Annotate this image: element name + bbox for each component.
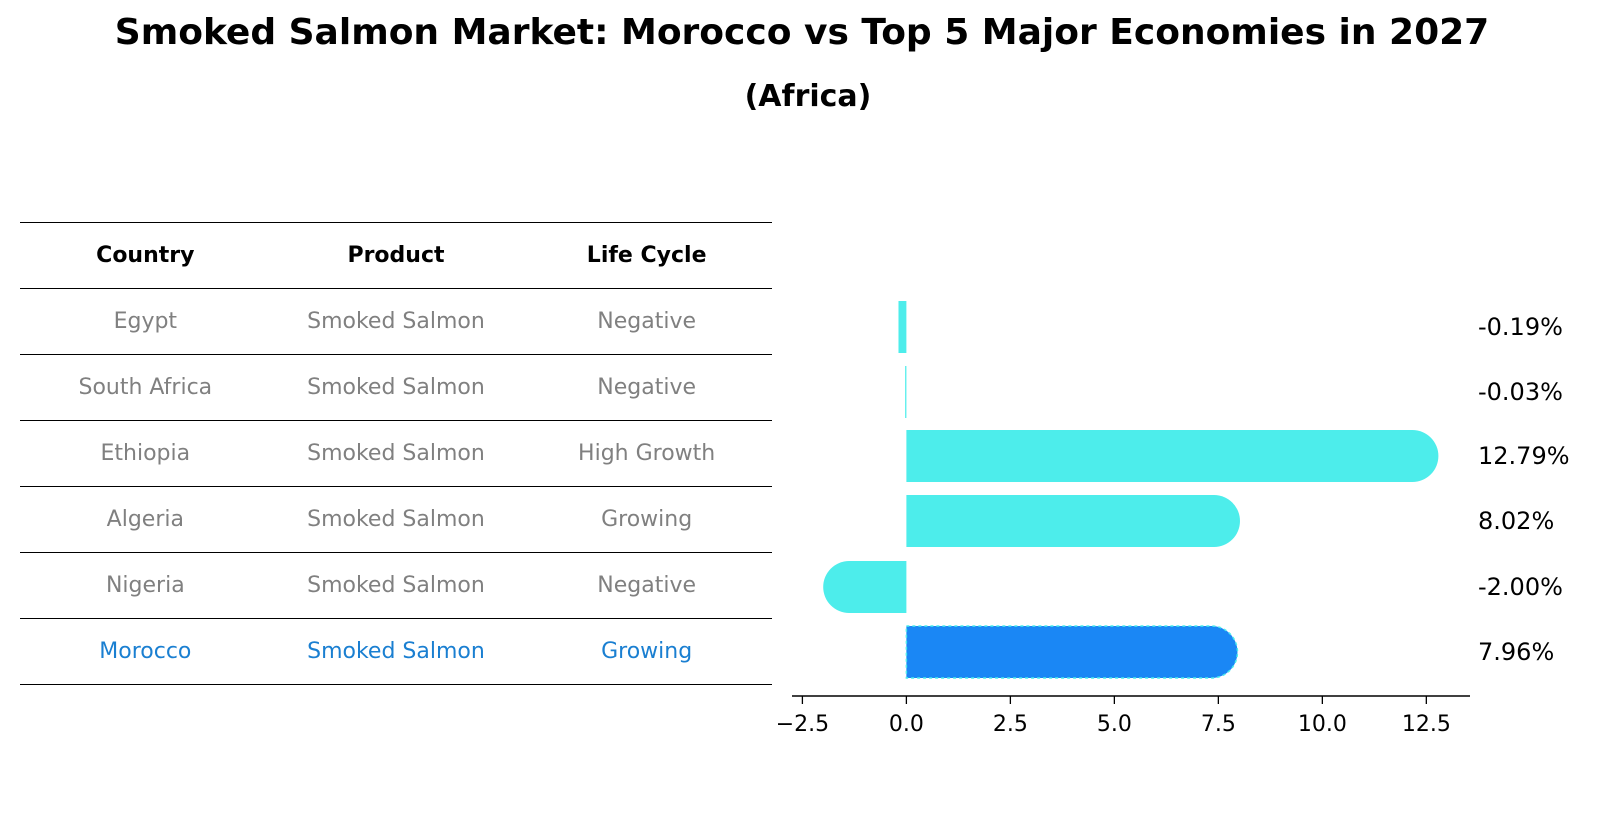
x-tick-label: 0.0 — [889, 712, 924, 737]
chart-subtitle: (Africa) — [744, 79, 872, 114]
bar-ethiopia — [906, 430, 1439, 482]
cell-life-cycle: Negative — [521, 288, 772, 355]
value-label: 7.96% — [1478, 638, 1554, 666]
bar-south-africa — [905, 366, 907, 418]
x-tick-label: −2.5 — [776, 712, 829, 737]
value-label: -2.00% — [1478, 573, 1563, 601]
cell-product: Smoked Salmon — [270, 552, 522, 619]
value-label: 12.79% — [1478, 442, 1570, 470]
table-row: Nigeria Smoked Salmon Negative — [20, 552, 772, 619]
bar-egypt — [898, 301, 907, 353]
cell-life-cycle: Growing — [521, 486, 772, 553]
column-header-product: Product — [270, 222, 522, 289]
cell-country: Ethiopia — [20, 420, 271, 487]
table-row-highlighted: Morocco Smoked Salmon Growing — [20, 618, 772, 685]
cell-product: Smoked Salmon — [270, 288, 522, 355]
cell-country: Egypt — [20, 288, 271, 355]
value-label: -0.03% — [1478, 378, 1563, 406]
bar-morocco — [905, 625, 1239, 679]
x-tick-label: 5.0 — [1097, 712, 1132, 737]
cell-country: Nigeria — [20, 552, 271, 619]
column-header-life-cycle: Life Cycle — [521, 222, 772, 289]
cell-life-cycle: Negative — [521, 552, 772, 619]
x-tick-label: 7.5 — [1201, 712, 1236, 737]
table-header-row: Country Product Life Cycle — [20, 222, 772, 289]
cell-life-cycle: Negative — [521, 354, 772, 421]
cell-product: Smoked Salmon — [270, 618, 522, 685]
column-header-country: Country — [20, 222, 271, 289]
x-tick-label: 10.0 — [1298, 712, 1347, 737]
table-row: Ethiopia Smoked Salmon High Growth — [20, 420, 772, 487]
value-label: -0.19% — [1478, 313, 1563, 341]
bar-nigeria — [823, 561, 907, 613]
cell-country: South Africa — [20, 354, 271, 421]
cell-life-cycle: Growing — [521, 618, 772, 685]
bar-algeria — [906, 495, 1240, 547]
data-table: Country Product Life Cycle Egypt Smoked … — [20, 222, 772, 685]
cell-life-cycle: High Growth — [521, 420, 772, 487]
x-tick-label: 2.5 — [993, 712, 1028, 737]
table-row: Algeria Smoked Salmon Growing — [20, 486, 772, 553]
cell-product: Smoked Salmon — [270, 486, 522, 553]
table-row: South Africa Smoked Salmon Negative — [20, 354, 772, 421]
chart-title: Smoked Salmon Market: Morocco vs Top 5 M… — [114, 12, 1490, 53]
cell-country: Morocco — [20, 618, 271, 685]
table-row: Egypt Smoked Salmon Negative — [20, 288, 772, 355]
cell-country: Algeria — [20, 486, 271, 553]
cell-product: Smoked Salmon — [270, 354, 522, 421]
x-tick-label: 12.5 — [1402, 712, 1451, 737]
cell-product: Smoked Salmon — [270, 420, 522, 487]
value-label: 8.02% — [1478, 507, 1554, 535]
